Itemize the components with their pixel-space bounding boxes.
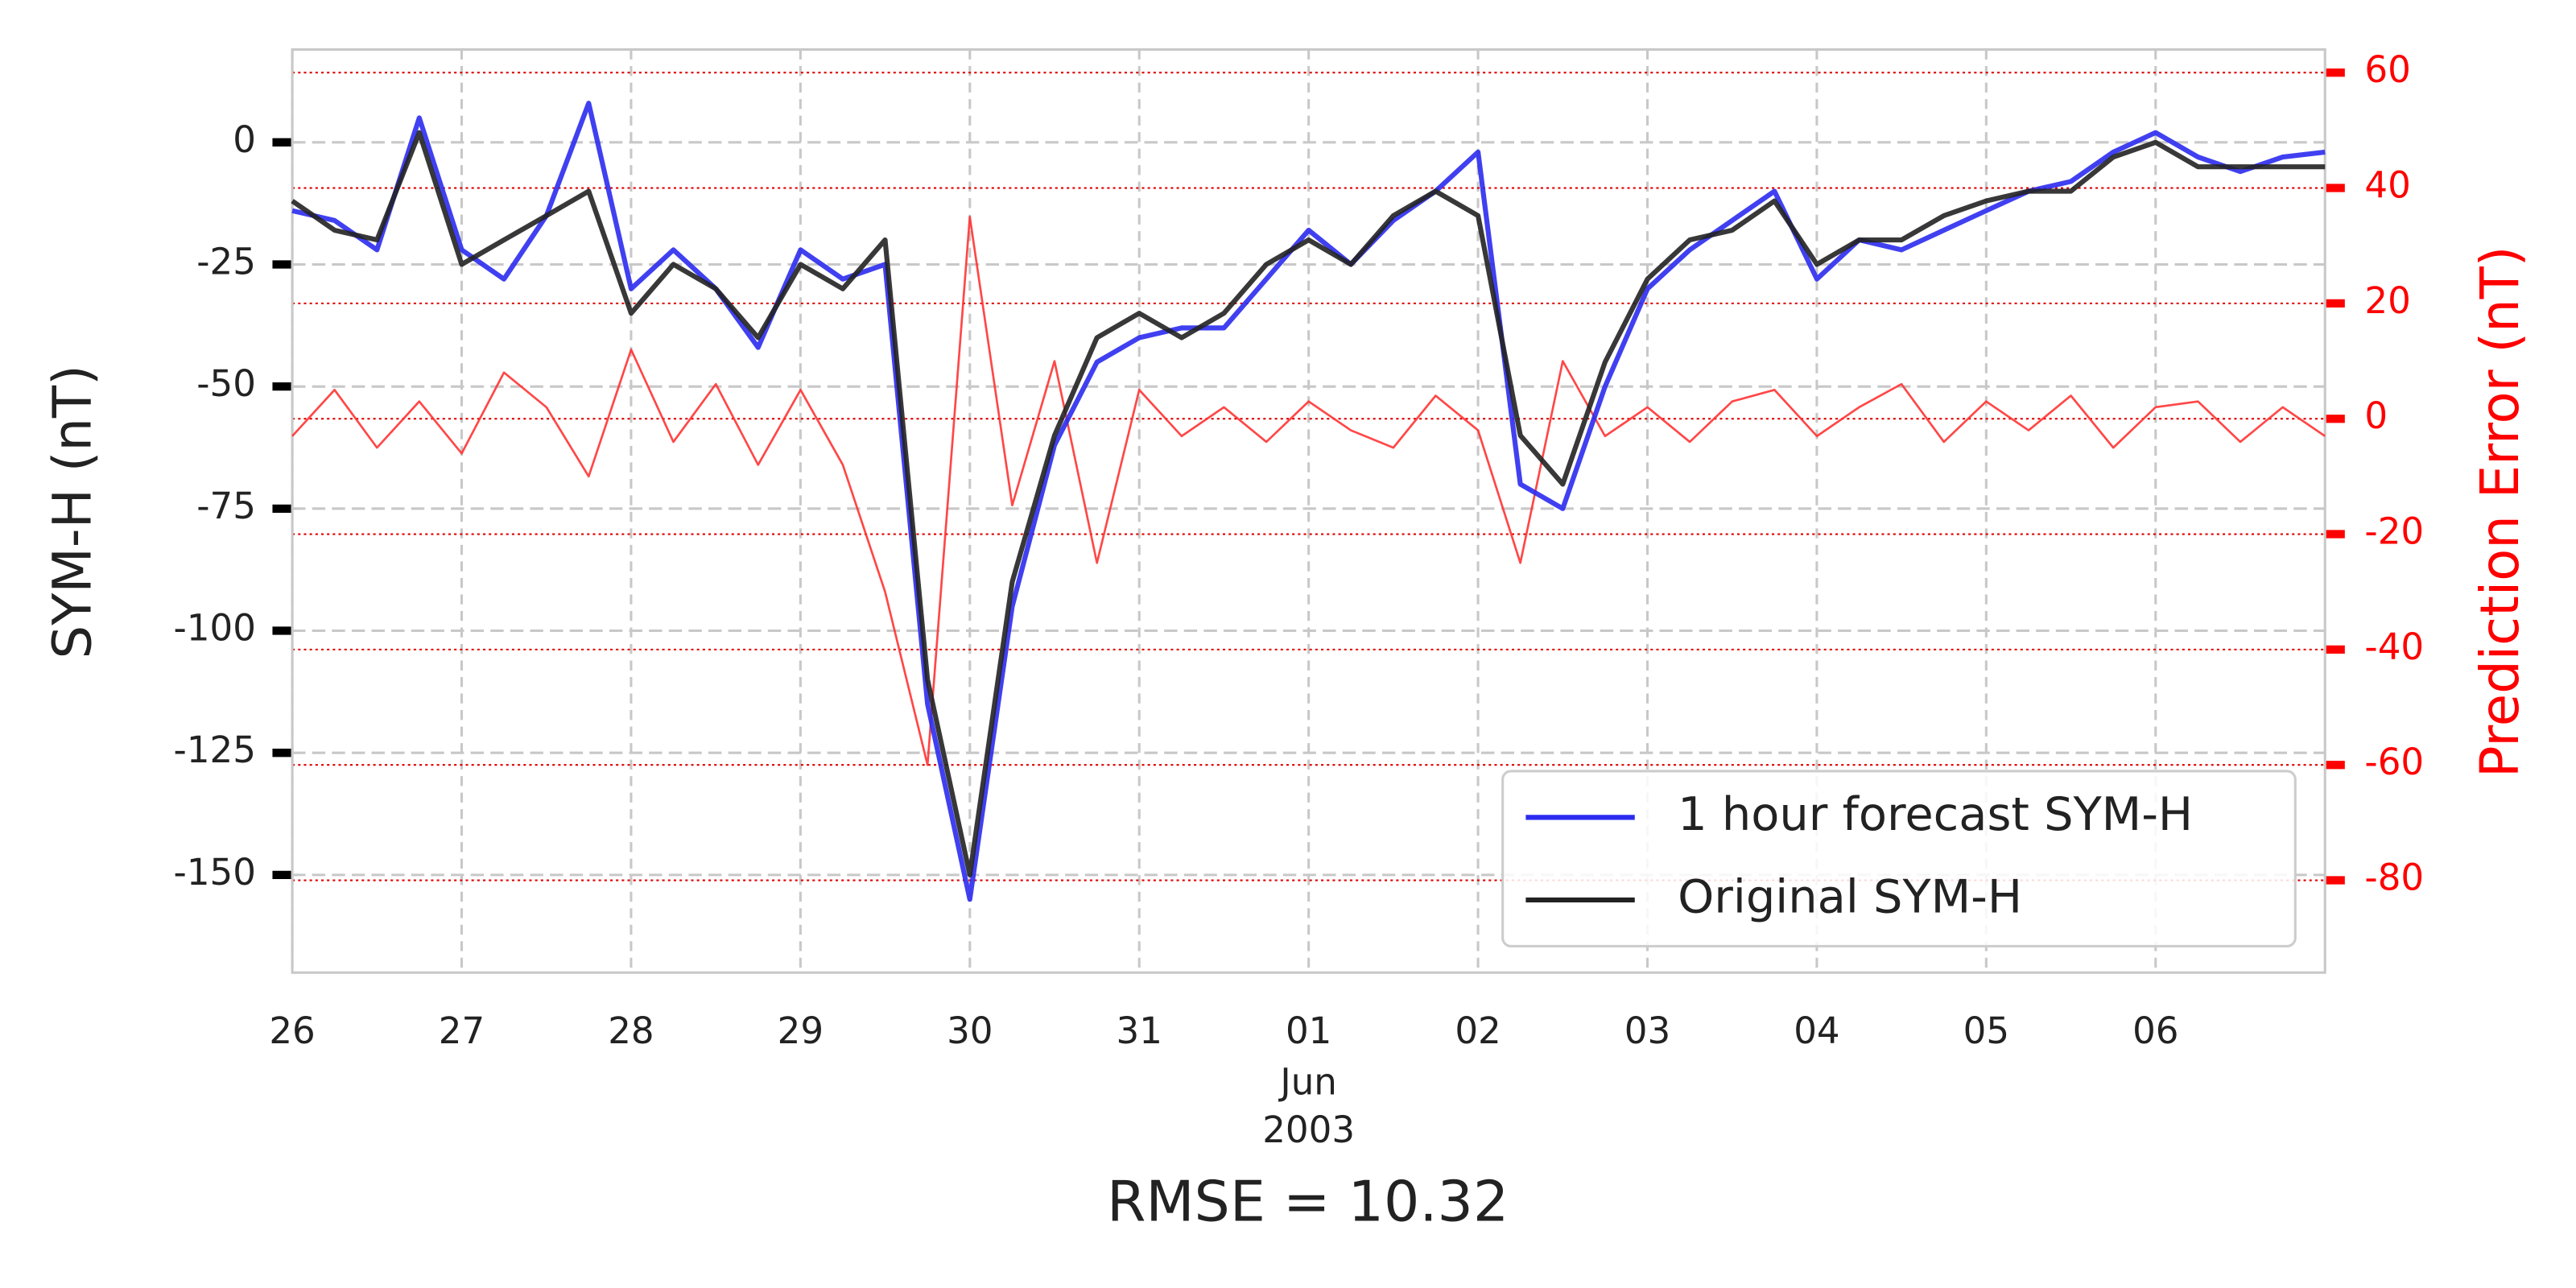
x-month-label: Jun xyxy=(1278,1061,1336,1104)
y2-tick-label: -40 xyxy=(2364,625,2424,668)
x-tick-label: 26 xyxy=(269,1009,315,1052)
chart-title: RMSE = 10.32 xyxy=(1107,1169,1509,1234)
y-tick-label: 0 xyxy=(233,118,256,161)
series-line xyxy=(291,101,2326,902)
x-tick-label: 03 xyxy=(1624,1009,1670,1052)
x-tick-label: 05 xyxy=(1963,1009,2009,1052)
y2-tick-label: -80 xyxy=(2364,857,2424,899)
y2-tick-label: 60 xyxy=(2364,48,2410,91)
x-tick-label: 28 xyxy=(608,1009,654,1052)
y-tick-label: -125 xyxy=(174,729,256,771)
x-tick-label: 29 xyxy=(778,1009,824,1052)
y-tick-label: -25 xyxy=(196,240,256,283)
x-tick-label: 06 xyxy=(2132,1009,2178,1052)
x-tick-label: 01 xyxy=(1286,1009,1331,1052)
legend-label: 1 hour forecast SYM-H xyxy=(1678,787,2193,841)
legend-label: Original SYM-H xyxy=(1678,870,2022,924)
x-year-label: 2003 xyxy=(1262,1108,1355,1151)
y-tick-label: -150 xyxy=(174,851,256,894)
x-tick-label: 30 xyxy=(947,1009,993,1052)
plot-frame xyxy=(291,48,2326,974)
x-tick-label: 04 xyxy=(1794,1009,1839,1052)
y-axis-title: SYM-H (nT) xyxy=(42,365,103,658)
y2-tick-label: -60 xyxy=(2364,741,2424,783)
series-line xyxy=(291,216,2326,766)
y-tick-label: -100 xyxy=(174,607,256,650)
x-tick-label: 31 xyxy=(1117,1009,1162,1052)
y2-tick-label: 20 xyxy=(2364,279,2410,322)
x-tick-label: 27 xyxy=(439,1009,485,1052)
y2-tick-label: 0 xyxy=(2364,394,2388,437)
legend-box xyxy=(1501,770,2297,947)
y2-tick-label: -20 xyxy=(2364,510,2424,553)
series-line xyxy=(291,130,2326,877)
y-tick-label: -50 xyxy=(196,362,256,405)
y-tick-label: -75 xyxy=(196,485,256,527)
x-tick-label: 02 xyxy=(1455,1009,1501,1052)
y2-axis-title: Prediction Error (nT) xyxy=(2470,246,2531,778)
y2-tick-label: 40 xyxy=(2364,164,2410,207)
